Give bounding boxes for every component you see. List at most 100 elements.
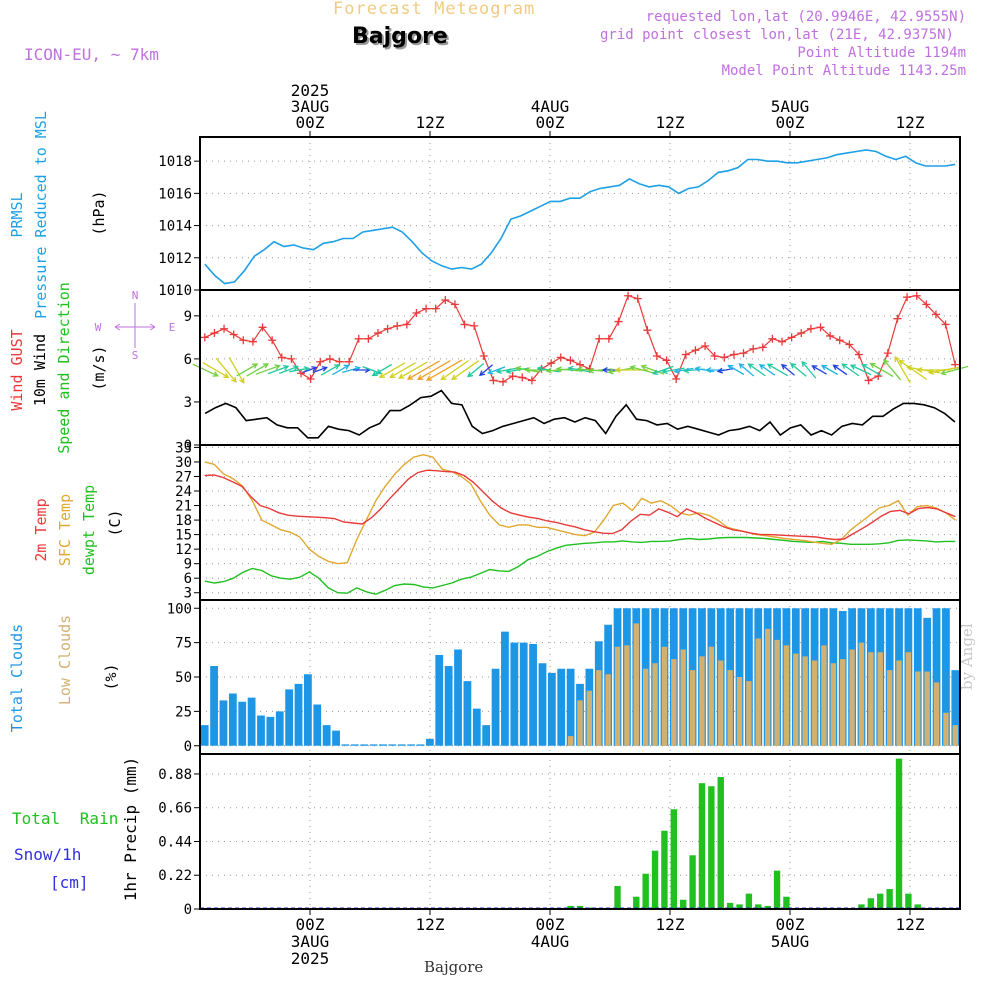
wind-gust-marker: [258, 323, 267, 332]
temperature-ytick-label: 15: [175, 528, 192, 544]
wind-gust-marker: [826, 331, 835, 340]
temp-2m-series-line: [204, 469, 956, 541]
low-cloud-bar: [736, 677, 743, 746]
snow-label: Snow/1h: [14, 845, 81, 864]
wind-arrow-head: [801, 360, 808, 367]
wind-gust-marker: [373, 329, 382, 338]
wind-direction-arrow: [748, 363, 766, 377]
wind-direction-arrow: [674, 367, 694, 373]
wind-direction-arrow: [781, 364, 795, 376]
wind-gust-marker: [701, 341, 710, 350]
low-cloud-bar: [680, 649, 686, 746]
wind-arrow-head: [883, 359, 889, 366]
wind-arrow-head: [607, 368, 614, 375]
clouds-ytick-label: 50: [175, 670, 192, 686]
rain-bar: [567, 905, 574, 909]
low-cloud-bar: [886, 670, 893, 746]
wind-direction-arrow: [833, 364, 848, 376]
wind-arrow-head: [451, 374, 458, 381]
temperature-ytick-label: 21: [175, 499, 192, 515]
total-cloud-bar: [228, 693, 237, 746]
rain-bar: [886, 889, 893, 909]
total-cloud-bar: [932, 608, 941, 746]
rain-bar: [745, 893, 753, 909]
wind-gust-marker: [345, 357, 354, 366]
wind-direction-arrow: [236, 363, 258, 377]
wind-arrow-head: [927, 369, 935, 375]
wind-arrow-head: [545, 367, 552, 374]
wind-direction-arrow: [641, 365, 665, 375]
low-cloud-bar: [793, 653, 799, 746]
total-cloud-bar: [501, 631, 509, 746]
wind-gust-marker: [354, 334, 363, 343]
wind-gust-marker: [412, 308, 421, 317]
wind-gust-marker: [364, 334, 373, 343]
low-cloud-bar: [915, 671, 921, 746]
total-cloud-bar: [454, 649, 462, 746]
wind-gust-marker: [479, 352, 488, 361]
total-cloud-bar: [416, 744, 425, 746]
wind-arrow-head: [841, 363, 848, 369]
rain-bar: [736, 904, 743, 909]
total-cloud-bar: [951, 670, 960, 746]
wind-direction-arrow: [556, 368, 583, 372]
bottom-time-label: 12Z: [656, 915, 685, 934]
wind-direction-arrow: [695, 367, 715, 373]
clouds-ytick-label: 25: [175, 704, 192, 720]
temperature-ytick-label: 3: [184, 586, 192, 602]
wind-gust-marker: [624, 291, 633, 300]
precip-ytick-label: 0.22: [158, 868, 192, 884]
wind-direction-arrow: [426, 359, 463, 381]
precip-ytick-label: 0.44: [158, 834, 192, 850]
low-cloud-bar: [633, 623, 639, 746]
low-cloud-bar: [811, 660, 818, 746]
rain-bar: [633, 896, 640, 909]
top-time-label: 00Z: [536, 113, 565, 132]
rain-bar: [755, 904, 762, 909]
wind-arrow-head: [661, 368, 668, 375]
low-cloud-bar: [830, 663, 837, 746]
wind-speed-series-line: [204, 389, 956, 439]
wind-arrow-head: [587, 367, 594, 374]
low-cloud-bar: [774, 639, 780, 746]
wind-gust-marker: [316, 357, 325, 366]
wind-direction-arrow: [467, 362, 485, 378]
wind-gust-marker: [450, 300, 459, 309]
wind-gust-marker: [268, 336, 277, 345]
total-cloud-bar: [744, 608, 753, 746]
wind-gust-marker: [277, 353, 286, 362]
wind-arrow-head: [467, 371, 474, 378]
wind-direction-arrow: [246, 363, 269, 377]
dewpoint-series-line: [204, 536, 956, 595]
wind-gust-marker: [778, 337, 787, 346]
low-cloud-bar: [727, 670, 733, 746]
total-cloud-bar: [472, 708, 481, 746]
total-cloud-bar: [275, 711, 284, 746]
low-cloud-bar: [708, 646, 715, 746]
wind-direction-arrow: [267, 365, 289, 375]
bottom-time-label: 00Z: [776, 915, 805, 934]
precip-unit: 1hr Precip (mm): [121, 757, 140, 902]
wind-direction-arrow: [728, 364, 745, 376]
wind-arrow-head: [861, 364, 868, 370]
wind-arrow-head: [916, 367, 923, 373]
low-cloud-bar: [699, 656, 705, 746]
bottom-time-label: 5AUG: [771, 932, 810, 951]
low-cloud-bar: [905, 652, 912, 746]
pressure-label: Pressure Reduced to MSL: [32, 111, 50, 319]
wind-gust-marker: [518, 373, 527, 382]
pressure-ytick-label: 1012: [158, 251, 192, 267]
wind-arrow-head: [505, 368, 512, 375]
precip-ytick-label: 0.88: [158, 767, 192, 783]
wind-gust-marker: [220, 324, 229, 333]
rain-bar: [914, 904, 921, 909]
wind-direction-arrow: [801, 361, 817, 379]
rain-bar: [670, 809, 678, 909]
wind-gust-marker: [441, 296, 450, 305]
wind-gust-marker: [633, 294, 642, 303]
wind-gust-marker: [239, 336, 248, 345]
total-cloud-bar: [519, 642, 528, 746]
total-cloud-bar: [529, 644, 537, 746]
wind-gust-marker: [941, 320, 950, 329]
wind-arrow-head: [536, 365, 543, 372]
